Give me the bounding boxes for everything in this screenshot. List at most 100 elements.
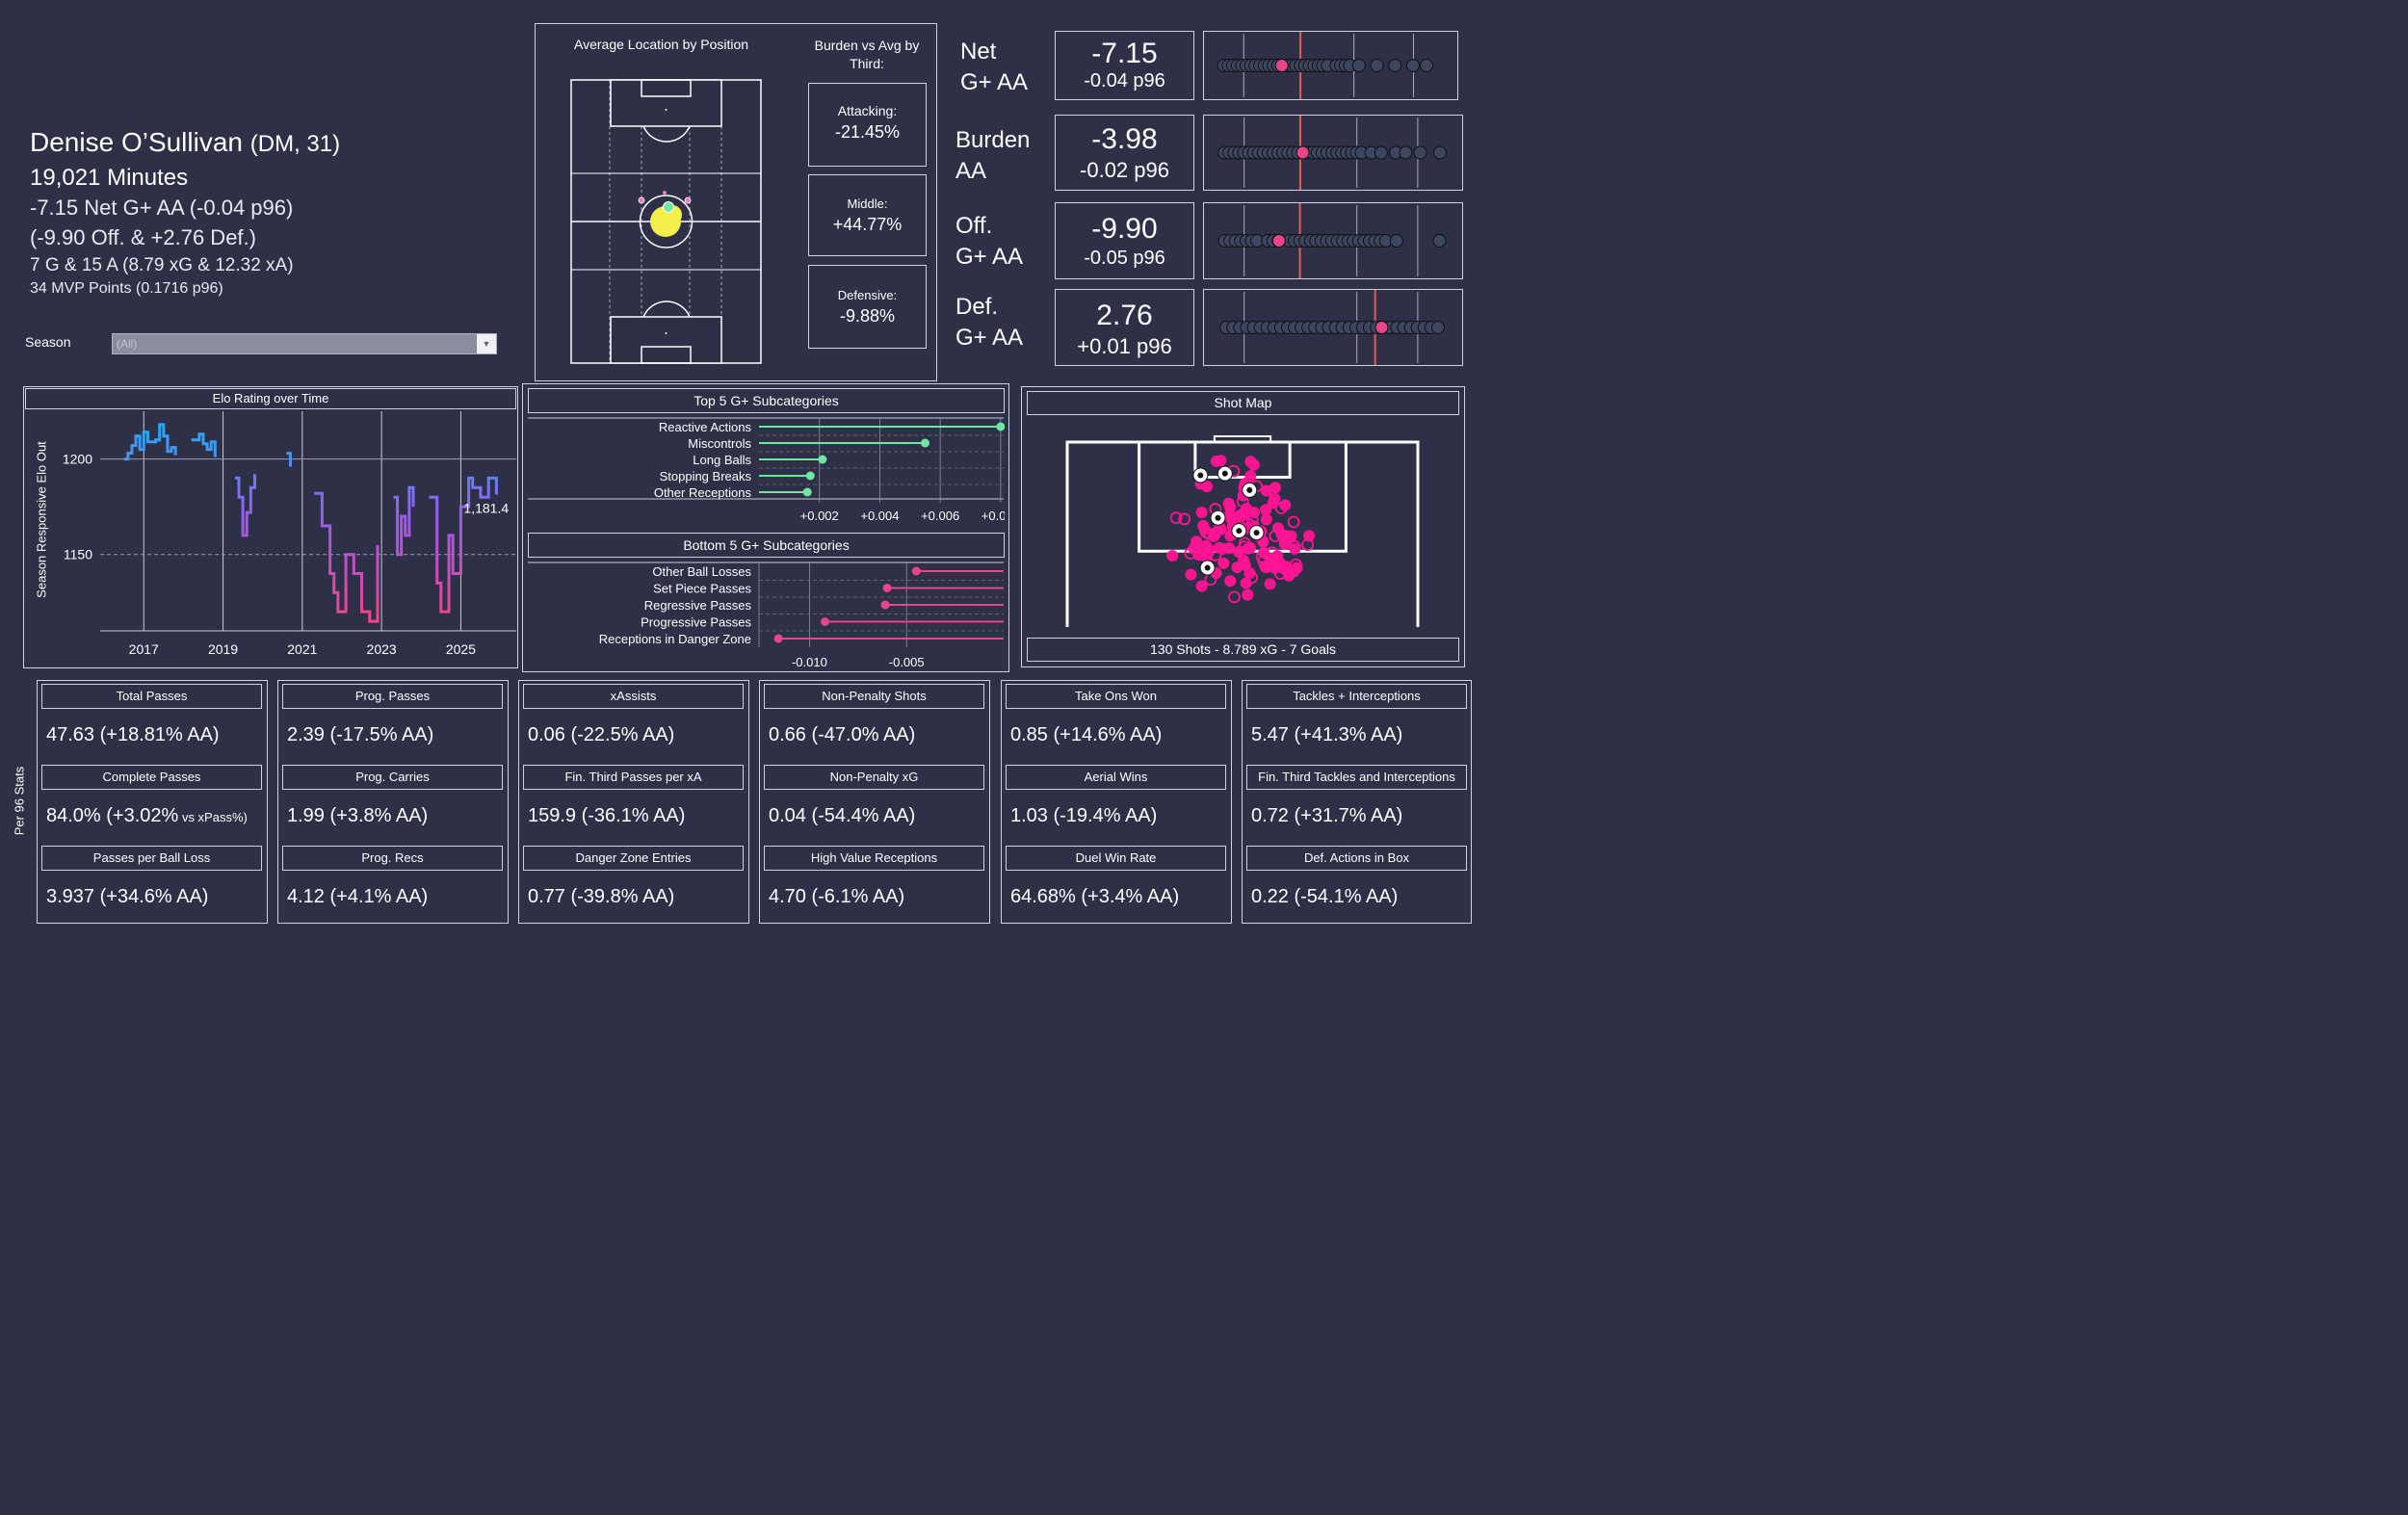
stat-value-text: 3.937 (+34.6% AA) [46, 886, 209, 907]
stat-value-text: 159.9 (-36.1% AA) [528, 805, 686, 826]
stat-label: Fin. Third Passes per xA [523, 765, 744, 790]
player-minutes: 19,021 Minutes [30, 165, 189, 191]
shotmap-shot [1303, 530, 1316, 542]
strip-highlight-point [1271, 234, 1286, 248]
shotmap-shot [1260, 504, 1272, 516]
stat-value-text: 0.85 (+14.6% AA) [1010, 724, 1163, 745]
top5-category-label: Miscontrols [688, 436, 751, 451]
top5-category-label: Reactive Actions [659, 420, 752, 434]
stat-label: High Value Receptions [764, 846, 984, 871]
stat-value-text: 0.77 (-39.8% AA) [528, 886, 675, 907]
stat-label: Def. Actions in Box [1246, 846, 1467, 871]
elo-xtick-label: 2017 [129, 641, 159, 657]
stat-label: xAssists [523, 684, 744, 709]
third-middle-value: +44.77% [832, 215, 903, 234]
pitch-diagram [570, 79, 762, 364]
shotmap-shot [1169, 511, 1183, 525]
stat-value: 0.66 (-47.0% AA) [769, 724, 915, 746]
metric-off-distribution [1217, 203, 1447, 278]
shotmap-shot [1241, 503, 1253, 515]
metric-net-strip [1203, 31, 1458, 100]
avg-location-marker [684, 196, 692, 204]
location-title: Average Location by Position [574, 37, 749, 52]
goal-ball-patch [1246, 486, 1253, 493]
top5-point [802, 487, 812, 497]
elo-ytick-label: 1150 [64, 547, 92, 562]
shotmap-shot [1195, 580, 1208, 592]
stat-label: Non-Penalty Shots [764, 684, 984, 709]
avg-location-marker [638, 196, 645, 204]
strip-point [1432, 145, 1447, 160]
shotmap-shot [1215, 523, 1227, 535]
top5-category-label: Long Balls [693, 453, 751, 467]
stat-label: Tackles + Interceptions [1246, 684, 1467, 709]
stat-label: Aerial Wins [1006, 765, 1226, 790]
metric-off-box: -9.90 -0.05 p96 [1055, 202, 1194, 279]
stat-value: 1.03 (-19.4% AA) [1010, 805, 1157, 827]
shotmap-shot [1166, 549, 1179, 562]
top5-category-label: Other Receptions [654, 485, 752, 500]
bottom5-tick-label: -0.005 [889, 655, 925, 669]
stat-value-text: 0.72 (+31.7% AA) [1251, 805, 1403, 826]
shotmap-shot [1239, 559, 1251, 571]
goal-ball-patch [1221, 470, 1228, 477]
stat-label: Complete Passes [41, 765, 262, 790]
metric-burden-p96: -0.02 p96 [1080, 158, 1169, 182]
stat-value: 159.9 (-36.1% AA) [528, 805, 685, 827]
chevron-down-icon[interactable]: ▼ [476, 334, 496, 353]
shotmap-shot [1240, 577, 1252, 589]
shotmap-shot [1224, 575, 1237, 588]
shotmap-shot [1242, 517, 1255, 530]
shotmap-shot [1287, 515, 1300, 529]
stat-value-text: 0.06 (-22.5% AA) [528, 724, 675, 745]
third-defensive-label: Defensive: [837, 288, 898, 302]
bottom5-title: Bottom 5 G+ Subcategories [528, 533, 1005, 558]
metric-def-strip [1203, 289, 1463, 366]
third-defensive-value: -9.88% [839, 306, 896, 326]
strip-point [1370, 59, 1384, 72]
stat-label: Prog. Carries [282, 765, 503, 790]
stat-value-suffix: vs xPass%) [178, 810, 248, 824]
shotmap-shot [1264, 578, 1276, 590]
shotmap-shot [1178, 512, 1191, 526]
third-attacking-value: -21.45% [834, 122, 901, 142]
shotmap-shot [1228, 590, 1241, 604]
goal-ball-patch [1204, 564, 1211, 571]
shotmap-shot [1199, 542, 1212, 555]
stat-label: Total Passes [41, 684, 262, 709]
strip-point [1388, 59, 1402, 72]
bottom5-point [882, 584, 892, 592]
elo-xtick-label: 2023 [367, 641, 397, 657]
bottom5-category-label: Set Piece Passes [653, 582, 751, 596]
top5-point [996, 422, 1005, 431]
stat-value: 0.04 (-54.4% AA) [769, 805, 915, 827]
metric-def-p96: +0.01 p96 [1077, 334, 1172, 358]
shotmap-six-yard-box [1193, 440, 1292, 479]
stat-label: Passes per Ball Loss [41, 846, 262, 871]
goal-ball-patch [1197, 472, 1204, 479]
bottom5-category-label: Other Ball Losses [652, 564, 751, 579]
stat-column [1242, 680, 1472, 924]
shotmap-shot [1273, 567, 1287, 580]
stat-value-text: 64.68% (+3.4% AA) [1010, 886, 1180, 907]
player-net-line: -7.15 Net G+ AA (-0.04 p96) [30, 196, 294, 220]
per96-label: Per 96 Stats [12, 766, 27, 836]
shotmap-shot [1195, 507, 1208, 519]
stat-value: 4.12 (+4.1% AA) [287, 886, 428, 908]
shotmap-goal [1213, 435, 1272, 443]
bottom5-chart: -0.010 -0.005 Other Ball Losses Set Piece P… [528, 562, 1004, 669]
shotmap-summary: 130 Shots - 8.789 xG - 7 Goals [1027, 638, 1459, 662]
season-dropdown[interactable]: (All) ▼ [112, 333, 497, 354]
avg-location-marker [663, 201, 674, 213]
metric-net-value: -7.15 [1091, 38, 1158, 69]
stat-value: 84.0% (+3.02% vs xPass%) [46, 805, 248, 827]
shotmap-shot [1301, 538, 1314, 552]
shotmap-title: Shot Map [1027, 391, 1459, 415]
shotmap-shot [1217, 557, 1230, 569]
stat-label: Fin. Third Tackles and Interceptions [1246, 765, 1467, 790]
stat-value-text: 4.70 (-6.1% AA) [769, 886, 905, 907]
stat-value: 64.68% (+3.4% AA) [1010, 886, 1179, 908]
stat-value: 0.06 (-22.5% AA) [528, 724, 674, 746]
shotmap-shot [1209, 548, 1222, 562]
season-label: Season [25, 334, 71, 350]
